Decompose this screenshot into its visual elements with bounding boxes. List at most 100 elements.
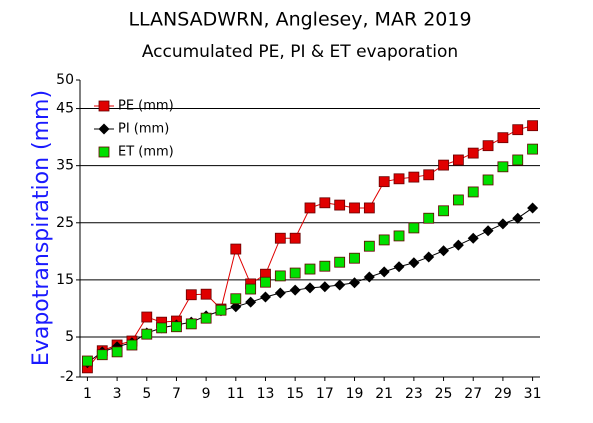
data-point <box>215 304 227 316</box>
x-tick-label: 25 <box>435 386 453 402</box>
data-point <box>497 218 509 230</box>
x-tick-label: 5 <box>142 386 151 402</box>
data-point <box>126 339 138 351</box>
data-point <box>274 232 286 244</box>
y-tick-label: 50 <box>56 72 74 88</box>
y-axis-label: Evapotranspiration (mm) <box>29 90 54 366</box>
x-tick-label: 19 <box>346 386 364 402</box>
y-tick-label: 25 <box>56 215 74 231</box>
data-point <box>274 270 286 282</box>
x-tick-label: 27 <box>464 386 482 402</box>
data-point <box>82 355 93 367</box>
data-point <box>512 124 524 136</box>
y-tick-label: 45 <box>56 101 74 117</box>
data-point <box>349 202 360 214</box>
data-point <box>423 251 435 263</box>
data-point <box>289 267 301 279</box>
data-point <box>200 312 212 324</box>
data-point <box>527 202 539 214</box>
data-point <box>408 257 420 269</box>
data-point <box>245 283 257 295</box>
x-tick-label: 17 <box>316 386 334 402</box>
data-point <box>245 296 257 308</box>
data-point <box>438 205 449 217</box>
data-point <box>200 288 212 300</box>
data-point <box>363 202 375 214</box>
data-point <box>452 239 464 251</box>
x-tick-label: 1 <box>83 386 92 402</box>
x-tick-label: 3 <box>113 386 122 402</box>
data-point <box>363 271 375 283</box>
data-point <box>378 266 390 278</box>
data-point <box>393 173 405 185</box>
data-point <box>482 174 494 186</box>
series-line <box>87 125 533 369</box>
data-point <box>527 120 538 132</box>
data-point <box>452 194 464 206</box>
data-point <box>185 318 197 330</box>
data-point <box>438 159 449 171</box>
data-point <box>289 284 301 296</box>
y-tick-label: -2 <box>60 369 74 385</box>
data-point <box>96 349 108 361</box>
data-point <box>408 222 420 234</box>
data-point <box>378 176 390 188</box>
data-point <box>141 328 153 340</box>
data-point <box>304 202 316 214</box>
legend-label: PI (mm) <box>118 122 169 137</box>
data-point <box>289 232 301 244</box>
data-point <box>319 260 331 272</box>
x-tick-label: 7 <box>172 386 181 402</box>
data-point <box>171 321 182 333</box>
chart-subtitle: Accumulated PE, PI & ET evaporation <box>142 42 458 62</box>
data-point <box>363 240 375 252</box>
data-point <box>230 293 242 305</box>
x-tick-label: 11 <box>227 386 245 402</box>
data-point <box>408 171 420 183</box>
legend-label: ET (mm) <box>118 145 174 160</box>
legend-label: PE (mm) <box>118 99 174 114</box>
data-point <box>334 279 346 291</box>
legend-marker <box>98 123 110 135</box>
data-point <box>304 263 316 275</box>
chart-title: LLANSADWRN, Anglesey, MAR 2019 <box>128 9 471 31</box>
data-point <box>467 232 479 244</box>
data-point <box>156 322 168 334</box>
y-tick-label: 35 <box>56 158 74 174</box>
data-point <box>334 199 346 211</box>
x-tick-label: 21 <box>375 386 393 402</box>
data-point <box>393 230 405 242</box>
data-point <box>304 282 316 294</box>
data-point <box>334 256 346 268</box>
data-point <box>527 143 538 155</box>
data-point <box>482 225 494 237</box>
data-point <box>423 169 435 181</box>
data-point <box>274 287 286 299</box>
data-point <box>467 147 479 159</box>
legend-marker <box>98 146 110 158</box>
data-point <box>349 277 361 289</box>
legend-marker <box>98 100 110 112</box>
data-point <box>512 154 524 166</box>
data-point <box>349 252 360 264</box>
data-point <box>230 243 242 255</box>
data-point <box>319 281 331 293</box>
data-point <box>185 289 197 301</box>
data-point <box>438 245 450 257</box>
data-point <box>141 311 153 323</box>
x-tick-label: 29 <box>494 386 512 402</box>
data-point <box>497 132 509 144</box>
x-tick-label: 23 <box>405 386 423 402</box>
data-point <box>378 234 390 246</box>
data-point <box>260 276 271 288</box>
data-point <box>467 186 479 198</box>
y-tick-label: 15 <box>56 272 74 288</box>
y-tick-label: 5 <box>65 329 74 345</box>
x-tick-label: 31 <box>524 386 542 402</box>
x-tick-label: 13 <box>257 386 275 402</box>
x-tick-label: 9 <box>202 386 211 402</box>
data-point <box>393 261 405 273</box>
data-point <box>423 212 435 224</box>
data-point <box>497 161 509 173</box>
